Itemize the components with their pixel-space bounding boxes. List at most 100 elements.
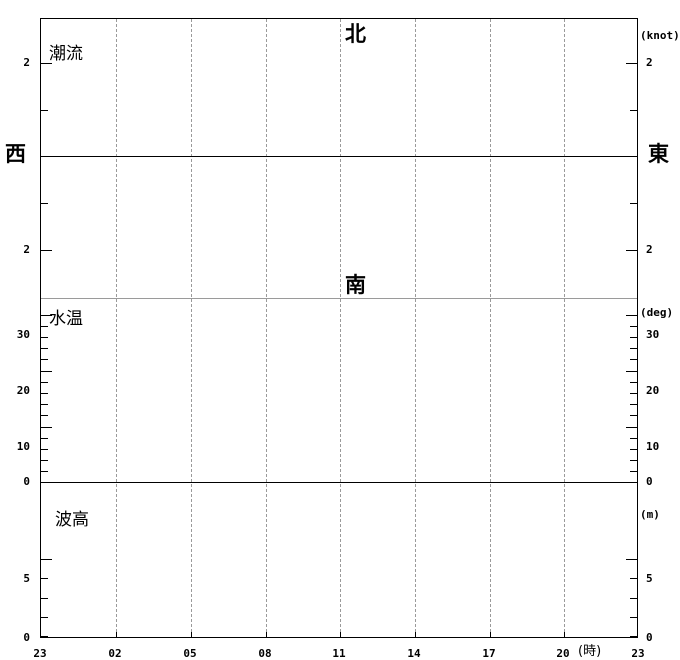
xlabel-6: 17 bbox=[482, 647, 496, 660]
gridline-vertical-11 bbox=[340, 19, 341, 637]
ylabel-temp-right-30: 30 bbox=[646, 328, 660, 341]
tick-temp-left-28 bbox=[41, 326, 48, 327]
panel-label-wave: 波高 bbox=[55, 510, 89, 530]
tick-temp-left-8 bbox=[41, 438, 48, 439]
xlabel-7: 20 bbox=[556, 647, 570, 660]
ylabel-temp-left-10: 10 bbox=[16, 440, 30, 453]
tick-wave-right-4 bbox=[630, 578, 637, 579]
ylabel-wave-right-0-bottom: 0 bbox=[646, 631, 653, 644]
tick-x-05 bbox=[191, 632, 192, 637]
gridline-vertical-02 bbox=[116, 19, 117, 637]
gridline-vertical-05 bbox=[191, 19, 192, 637]
gridline-vertical-17 bbox=[490, 19, 491, 637]
ylabel-wave-right-5: 5 bbox=[646, 572, 653, 585]
tick-temp-left-24 bbox=[41, 348, 48, 349]
tick-temp-left-22 bbox=[41, 359, 48, 360]
tick-temp-right-8 bbox=[630, 438, 637, 439]
separator-current-temperature bbox=[41, 298, 637, 299]
ylabel-current-right-upper: 2 bbox=[646, 56, 653, 69]
tick-temp-right-28 bbox=[630, 326, 637, 327]
unit-label-temperature: (deg) bbox=[640, 306, 674, 319]
tick-current-left-2-south bbox=[41, 250, 52, 251]
tick-current-right-1-north bbox=[630, 110, 637, 111]
xlabel-1: 02 bbox=[108, 647, 122, 660]
ylabel-temp-right-0: 0 bbox=[646, 475, 653, 488]
tick-wave-left-4 bbox=[41, 578, 48, 579]
tick-temp-left-4 bbox=[41, 460, 48, 461]
tick-x-17 bbox=[490, 632, 491, 637]
tick-temp-right-26 bbox=[630, 337, 637, 338]
current-zero-axis-line bbox=[41, 156, 637, 157]
xlabel-4: 11 bbox=[332, 647, 346, 660]
ylabel-temp-left-20: 20 bbox=[16, 384, 30, 397]
ylabel-current-left-lower: 2 bbox=[23, 243, 30, 256]
tick-temp-left-2 bbox=[41, 471, 48, 472]
chart-plot-area: 潮流 水温 波高 北 南 bbox=[40, 18, 638, 638]
ylabel-current-right-lower: 2 bbox=[646, 243, 653, 256]
tick-wave-right-1 bbox=[630, 636, 637, 637]
tick-current-right-2-south bbox=[626, 250, 637, 251]
tick-x-08 bbox=[266, 632, 267, 637]
tick-temp-left-16 bbox=[41, 393, 48, 394]
tick-wave-left-3 bbox=[41, 598, 48, 599]
unit-label-wave: (m) bbox=[640, 508, 660, 521]
tick-x-02 bbox=[116, 632, 117, 637]
tick-current-right-2-north bbox=[626, 63, 637, 64]
ylabel-temp-left-30: 30 bbox=[16, 328, 30, 341]
tick-wave-left-2 bbox=[41, 617, 48, 618]
tick-temp-right-24 bbox=[630, 348, 637, 349]
tick-wave-right-3 bbox=[630, 598, 637, 599]
tick-wave-right-2 bbox=[630, 617, 637, 618]
xlabel-0: 23 bbox=[33, 647, 47, 660]
unit-label-current: (knot) bbox=[640, 29, 680, 42]
ylabel-temp-right-10: 10 bbox=[646, 440, 660, 453]
direction-label-south: 南 bbox=[345, 273, 366, 297]
tick-temp-right-22 bbox=[630, 359, 637, 360]
tick-x-20 bbox=[564, 632, 565, 637]
tick-temp-right-4 bbox=[630, 460, 637, 461]
separator-temperature-wave bbox=[41, 482, 637, 483]
direction-label-west: 西 bbox=[5, 142, 26, 166]
tick-current-left-1-south bbox=[41, 203, 48, 204]
ylabel-temp-right-20: 20 bbox=[646, 384, 660, 397]
tick-temp-right-18 bbox=[630, 382, 637, 383]
panel-label-temperature: 水温 bbox=[49, 309, 83, 329]
gridline-vertical-14 bbox=[415, 19, 416, 637]
gridline-vertical-08 bbox=[266, 19, 267, 637]
tick-temp-left-20 bbox=[41, 371, 52, 372]
tick-wave-left-5 bbox=[41, 559, 52, 560]
tick-temp-right-12 bbox=[630, 415, 637, 416]
ylabel-temp-left-0: 0 bbox=[23, 475, 30, 488]
tick-current-left-2-north bbox=[41, 63, 52, 64]
tick-current-right-1-south bbox=[630, 203, 637, 204]
tick-wave-right-5 bbox=[626, 559, 637, 560]
xlabel-5: 14 bbox=[407, 647, 421, 660]
tick-temp-right-16 bbox=[630, 393, 637, 394]
xaxis-unit-label: (時) bbox=[578, 644, 602, 659]
tick-current-left-1-north bbox=[41, 110, 48, 111]
tick-temp-right-30 bbox=[626, 315, 637, 316]
tick-temp-left-14 bbox=[41, 404, 48, 405]
xlabel-3: 08 bbox=[258, 647, 272, 660]
ylabel-wave-left-5: 5 bbox=[23, 572, 30, 585]
xlabel-8: 23 bbox=[631, 647, 645, 660]
tick-temp-right-2 bbox=[630, 471, 637, 472]
tick-temp-right-20 bbox=[626, 371, 637, 372]
tick-temp-left-6 bbox=[41, 449, 48, 450]
tick-temp-left-18 bbox=[41, 382, 48, 383]
xlabel-2: 05 bbox=[183, 647, 197, 660]
panel-label-current: 潮流 bbox=[49, 44, 83, 64]
tick-temp-left-30 bbox=[41, 315, 52, 316]
ylabel-current-left-upper: 2 bbox=[23, 56, 30, 69]
tick-wave-left-1 bbox=[41, 636, 48, 637]
ylabel-wave-left-0-bottom: 0 bbox=[23, 631, 30, 644]
direction-label-north: 北 bbox=[345, 22, 366, 46]
tick-temp-left-12 bbox=[41, 415, 48, 416]
tick-temp-left-26 bbox=[41, 337, 48, 338]
tick-temp-left-10 bbox=[41, 427, 52, 428]
gridline-vertical-20 bbox=[564, 19, 565, 637]
tick-x-11 bbox=[340, 632, 341, 637]
tick-temp-right-10 bbox=[626, 427, 637, 428]
tick-temp-right-6 bbox=[630, 449, 637, 450]
tick-temp-right-14 bbox=[630, 404, 637, 405]
